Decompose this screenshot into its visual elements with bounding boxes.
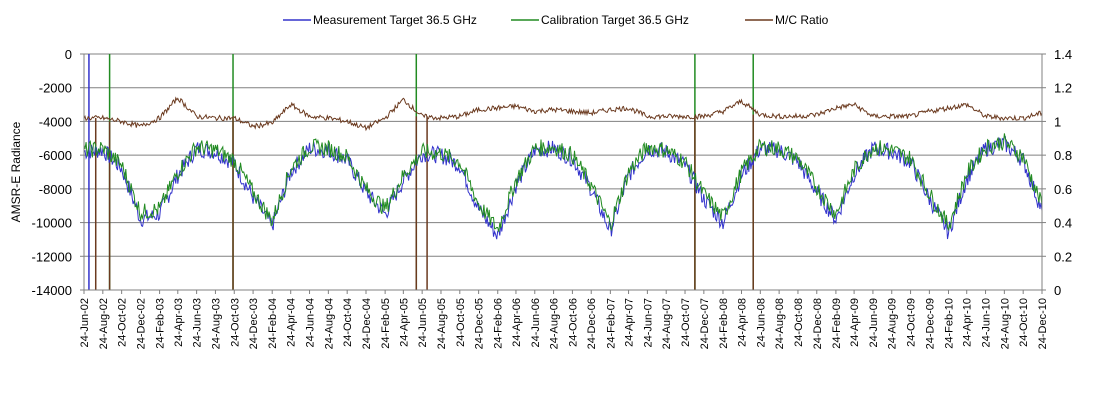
x-tick-label-9: 24-Dec-03 (248, 298, 260, 349)
x-tick-label-14: 24-Oct-04 (342, 298, 354, 347)
x-tick-label-46: 24-Feb-10 (944, 298, 956, 349)
x-tick-label-3: 24-Dec-02 (136, 298, 148, 349)
x-tick-label-26: 24-Oct-06 (567, 298, 579, 347)
x-tick-label-17: 24-Apr-05 (398, 298, 410, 347)
x-tick-label-2: 24-Oct-02 (117, 298, 129, 347)
y2-tick-label-4: 0.6 (1054, 182, 1072, 197)
x-tick-label-0: 24-Jun-02 (79, 298, 91, 348)
legend-label-calibration-target-36-5-ghz: Calibration Target 36.5 GHz (541, 13, 689, 27)
x-tick-label-48: 24-Jun-10 (981, 298, 993, 348)
x-tick-label-49: 24-Aug-10 (999, 298, 1011, 349)
x-tick-label-45: 24-Dec-09 (924, 298, 936, 349)
x-tick-label-19: 24-Aug-05 (436, 298, 448, 349)
x-tick-label-51: 24-Dec-10 (1037, 298, 1049, 349)
x-tick-label-25: 24-Aug-06 (549, 298, 561, 349)
legend-label-measurement-target-36-5-ghz: Measurement Target 36.5 GHz (313, 13, 477, 27)
y-tick-label-2: -4000 (39, 114, 72, 129)
x-tick-label-18: 24-Jun-05 (417, 298, 429, 348)
y-tick-label-4: -8000 (39, 182, 72, 197)
x-tick-label-4: 24-Feb-03 (155, 298, 167, 349)
x-tick-label-28: 24-Feb-07 (605, 298, 617, 349)
series-line-calibration-target-36-5-ghz (83, 133, 1043, 232)
y-tick-label-1: -2000 (39, 81, 72, 96)
y2-tick-label-6: 0.2 (1054, 249, 1072, 264)
y2-tick-label-7: 0 (1054, 283, 1061, 298)
grid (84, 53, 1042, 291)
x-tick-label-11: 24-Apr-04 (286, 298, 298, 347)
x-tick-label-37: 24-Aug-08 (774, 298, 786, 349)
x-tick-label-30: 24-Jun-07 (642, 298, 654, 348)
x-tick-label-39: 24-Dec-08 (812, 298, 824, 349)
y-tick-label-6: -12000 (32, 249, 72, 264)
x-tick-label-42: 24-Jun-09 (868, 298, 880, 348)
y2-tick-label-1: 1.2 (1054, 81, 1072, 96)
x-tick-label-35: 24-Apr-08 (737, 298, 749, 347)
x-tick-label-27: 24-Dec-06 (586, 298, 598, 349)
y-tick-label-5: -10000 (32, 216, 72, 231)
legend: Measurement Target 36.5 GHz Calibration T… (283, 13, 829, 27)
x-tick-label-44: 24-Oct-09 (906, 298, 918, 347)
x-tick-label-7: 24-Aug-03 (210, 298, 222, 349)
x-tick-label-40: 24-Feb-09 (831, 298, 843, 349)
x-tick-label-15: 24-Dec-04 (361, 298, 373, 349)
spikes (88, 54, 754, 290)
x-tick-label-16: 24-Feb-05 (380, 298, 392, 349)
x-tick-label-32: 24-Oct-07 (680, 298, 692, 347)
x-tick-label-23: 24-Apr-06 (511, 298, 523, 347)
y2-tick-label-0: 1.4 (1054, 47, 1072, 62)
x-tick-label-13: 24-Aug-04 (323, 298, 335, 349)
y-tick-labels: 0 -2000 -4000 -6000 -8000 -10000 -12000 -14000 (32, 47, 84, 298)
legend-label-m-c-ratio: M/C Ratio (775, 13, 829, 27)
x-tick-label-10: 24-Feb-04 (267, 298, 279, 349)
x-tick-label-22: 24-Feb-06 (493, 298, 505, 349)
x-tick-label-38: 24-Oct-08 (793, 298, 805, 347)
x-tick-label-24: 24-Jun-06 (530, 298, 542, 348)
x-tick-label-1: 24-Aug-02 (98, 298, 110, 349)
x-tick-label-43: 24-Aug-09 (887, 298, 899, 349)
y2-tick-label-2: 1 (1054, 114, 1061, 129)
x-tick-label-29: 24-Apr-07 (624, 298, 636, 347)
x-tick-label-5: 24-Apr-03 (173, 298, 185, 347)
y-tick-label-3: -6000 (39, 148, 72, 163)
x-tick-label-21: 24-Dec-05 (474, 298, 486, 349)
x-tick-label-33: 24-Dec-07 (699, 298, 711, 349)
x-tick-label-8: 24-Oct-03 (229, 298, 241, 347)
x-tick-label-6: 24-Jun-03 (192, 298, 204, 348)
y-tick-label-7: -14000 (32, 283, 72, 298)
x-tick-label-36: 24-Jun-08 (755, 298, 767, 348)
y2-tick-label-5: 0.4 (1054, 216, 1072, 231)
x-tick-label-50: 24-Oct-10 (1018, 298, 1030, 347)
axes (83, 54, 1043, 291)
y2-tick-label-3: 0.8 (1054, 148, 1072, 163)
x-tick-label-20: 24-Oct-05 (455, 298, 467, 347)
y-axis-label: AMSR-E Radiance (9, 121, 23, 222)
series-lines (83, 96, 1043, 240)
series-line-m-c-ratio (83, 96, 1043, 132)
x-tick-label-47: 24-Apr-10 (962, 298, 974, 347)
x-tick-label-12: 24-Jun-04 (305, 298, 317, 348)
x-tick-labels: 24-Jun-02 24-Aug-02 24-Oct-02 24-Dec-02 24-F… (79, 290, 1049, 349)
x-tick-label-41: 24-Apr-09 (849, 298, 861, 347)
x-tick-label-34: 24-Feb-08 (718, 298, 730, 349)
x-tick-label-31: 24-Aug-07 (661, 298, 673, 349)
y-tick-label-0: 0 (65, 47, 72, 62)
y2-tick-labels: 1.4 1.2 1 0.8 0.6 0.4 0.2 0 (1042, 47, 1072, 298)
